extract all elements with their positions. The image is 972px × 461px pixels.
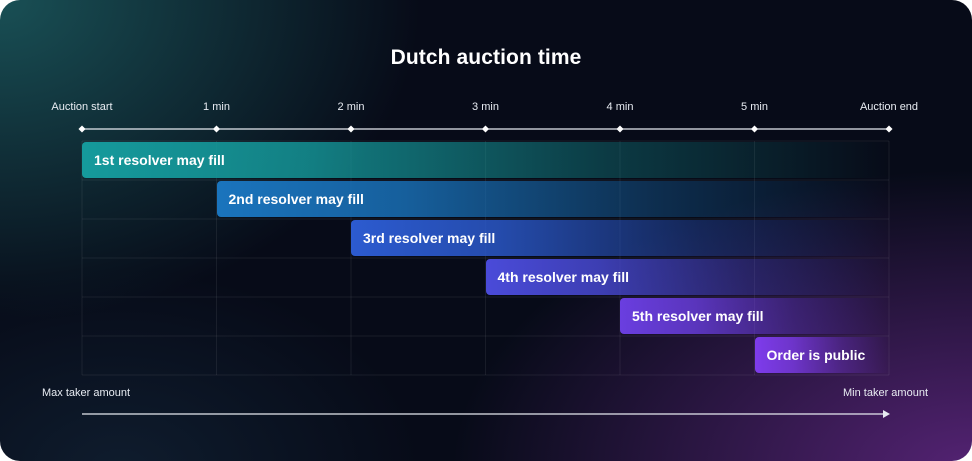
timeline-tick-marker (885, 125, 893, 133)
resolver-bar-label: 4th resolver may fill (497, 269, 630, 285)
resolver-bar: 1st resolver may fill (82, 142, 889, 178)
timeline-tick-label: Auction start (51, 101, 113, 113)
timeline-tick-label: 1 min (203, 101, 230, 113)
timeline-tick-marker (78, 125, 86, 133)
resolver-bar: 5th resolver may fill (620, 298, 889, 334)
resolver-bar-label: 5th resolver may fill (632, 308, 764, 324)
diagram-title: Dutch auction time (390, 46, 582, 69)
resolver-bar: 2nd resolver may fill (216, 181, 889, 217)
timeline-tick-label: 5 min (741, 101, 768, 113)
timeline-tick-marker (750, 125, 759, 133)
timeline-tick-marker (347, 125, 355, 133)
timeline-tick-marker (481, 125, 490, 133)
timeline-tick-label: Auction end (859, 101, 919, 113)
resolver-bar: 3rd resolver may fill (351, 220, 889, 256)
resolver-bar-label: 2nd resolver may fill (228, 191, 364, 207)
max-taker-amount-label: Max taker amount (42, 387, 131, 399)
resolver-bar-label: 1st resolver may fill (94, 152, 225, 168)
resolver-bar: 4th resolver may fill (485, 259, 889, 295)
timeline-tick-marker (212, 125, 221, 133)
amount-arrow-head (883, 410, 890, 418)
timeline-tick-label: 4 min (606, 101, 634, 113)
resolver-bar-label: Order is public (766, 347, 866, 363)
timeline-tick-label: 2 min (337, 101, 365, 113)
resolver-bar: Order is public (754, 337, 889, 373)
timeline-tick-label: 3 min (472, 101, 499, 113)
timeline-tick-marker (616, 125, 624, 133)
resolver-bar-label: 3rd resolver may fill (363, 230, 496, 246)
min-taker-amount-label: Min taker amount (843, 387, 928, 399)
